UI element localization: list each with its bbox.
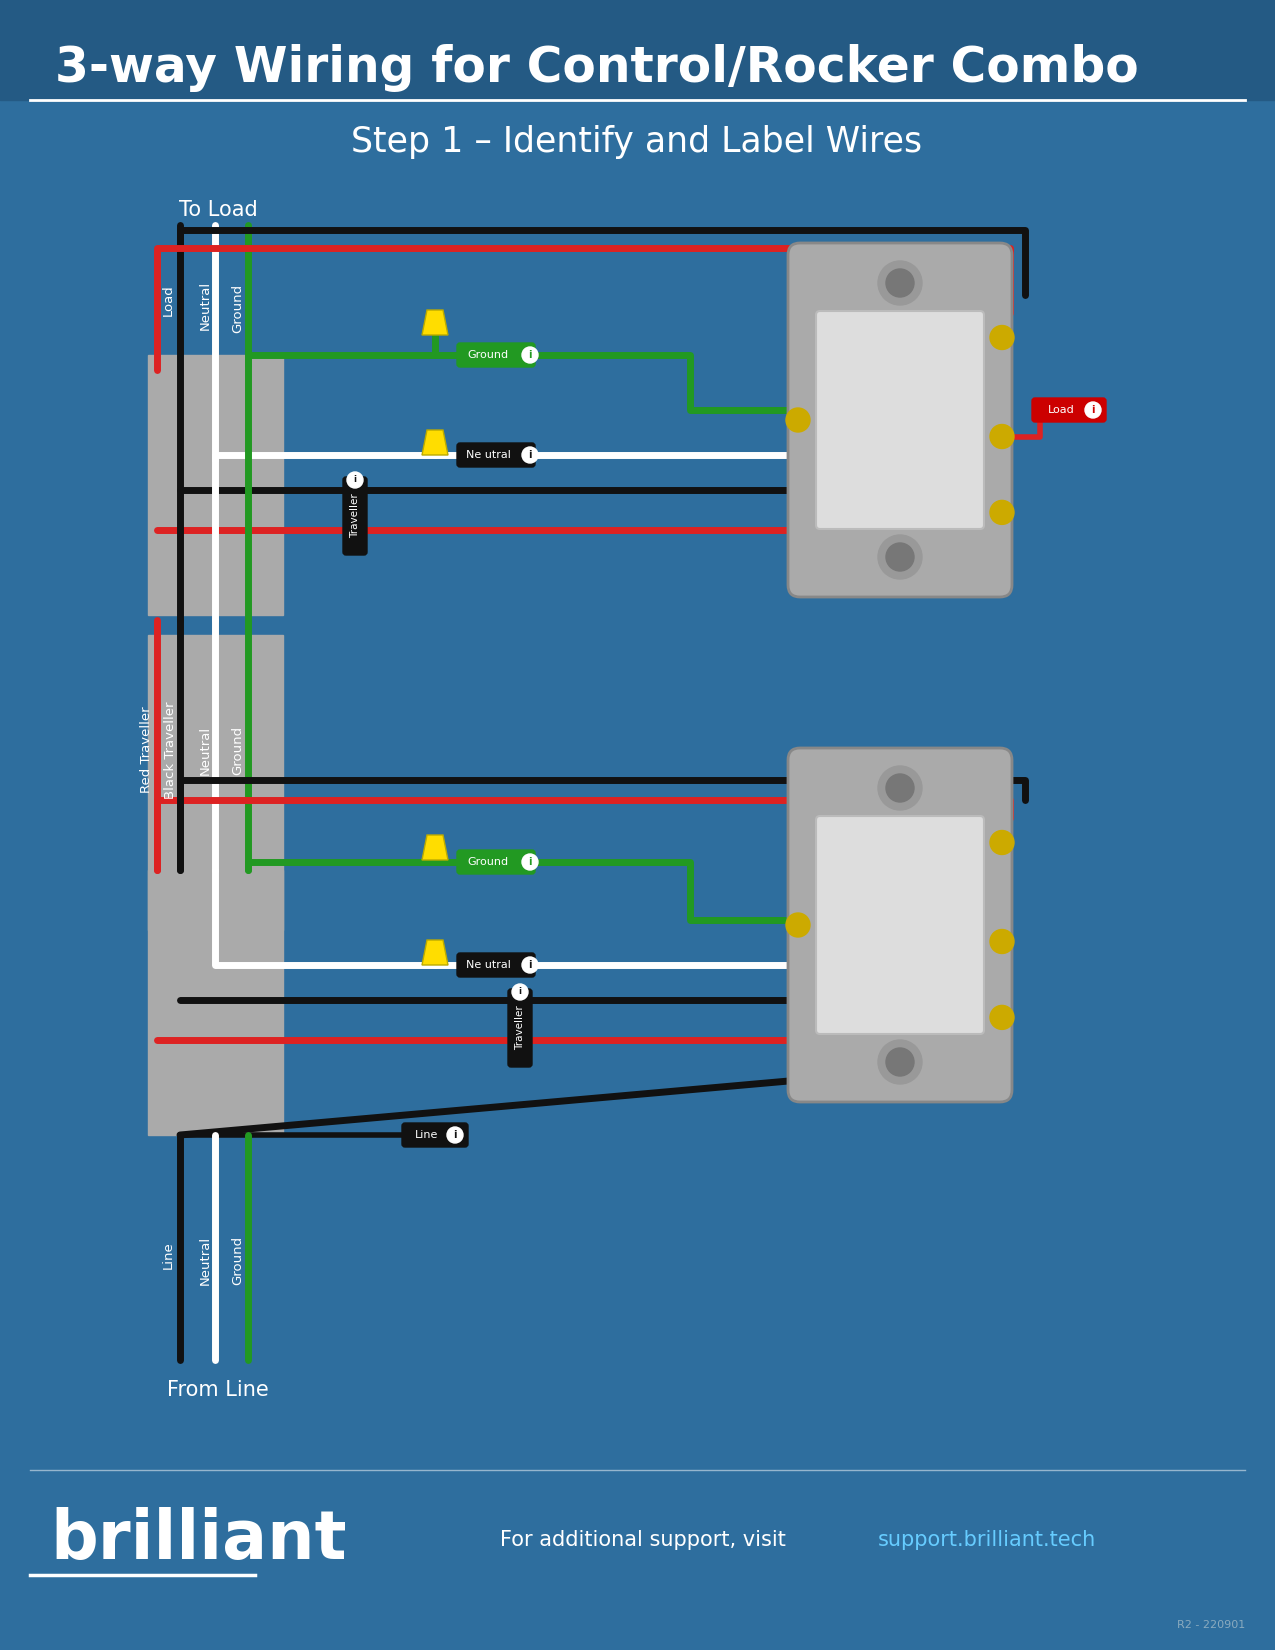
Text: i: i [528, 960, 532, 970]
Circle shape [989, 830, 1014, 855]
Text: i: i [528, 350, 532, 360]
FancyBboxPatch shape [816, 310, 984, 530]
Text: i: i [1091, 404, 1095, 416]
Text: support.brilliant.tech: support.brilliant.tech [878, 1530, 1096, 1549]
Text: Neutral: Neutral [199, 1236, 212, 1285]
Circle shape [989, 500, 1014, 525]
FancyBboxPatch shape [343, 477, 367, 554]
Circle shape [878, 261, 922, 305]
FancyBboxPatch shape [456, 343, 536, 366]
Circle shape [886, 543, 914, 571]
Text: Ground: Ground [232, 284, 245, 333]
Text: Ne utral: Ne utral [465, 960, 510, 970]
Text: Traveller: Traveller [351, 493, 360, 538]
Circle shape [1085, 403, 1102, 417]
Text: For additional support, visit: For additional support, visit [500, 1530, 793, 1549]
Circle shape [521, 855, 538, 870]
FancyBboxPatch shape [507, 988, 532, 1068]
Circle shape [989, 424, 1014, 449]
Circle shape [521, 447, 538, 464]
Bar [148, 870, 283, 1135]
Polygon shape [422, 835, 448, 860]
Text: Load: Load [1048, 404, 1075, 416]
Text: R2 - 220901: R2 - 220901 [1177, 1620, 1244, 1630]
Circle shape [521, 957, 538, 973]
FancyBboxPatch shape [402, 1124, 468, 1147]
Text: Ground: Ground [468, 856, 509, 866]
Text: Step 1 – Identify and Label Wires: Step 1 – Identify and Label Wires [352, 125, 923, 158]
Bar [0, 0, 1275, 101]
Polygon shape [422, 431, 448, 455]
Text: Line: Line [162, 1241, 175, 1269]
Text: i: i [453, 1130, 456, 1140]
FancyBboxPatch shape [456, 850, 536, 874]
FancyBboxPatch shape [788, 243, 1012, 597]
Polygon shape [422, 940, 448, 965]
Circle shape [886, 774, 914, 802]
Text: brilliant: brilliant [50, 1506, 347, 1572]
Text: Ground: Ground [468, 350, 509, 360]
Text: Red Traveller: Red Traveller [140, 706, 153, 794]
Polygon shape [422, 310, 448, 335]
Circle shape [989, 929, 1014, 954]
Text: Load: Load [162, 284, 175, 315]
Text: i: i [528, 450, 532, 460]
FancyBboxPatch shape [456, 442, 536, 467]
Text: Black Traveller: Black Traveller [163, 701, 176, 799]
Circle shape [886, 1048, 914, 1076]
Text: Line: Line [416, 1130, 439, 1140]
Circle shape [513, 983, 528, 1000]
Circle shape [785, 912, 810, 937]
Circle shape [878, 766, 922, 810]
FancyBboxPatch shape [1031, 398, 1105, 422]
Text: Ne utral: Ne utral [465, 450, 510, 460]
Circle shape [347, 472, 363, 488]
Text: Neutral: Neutral [199, 726, 212, 774]
Circle shape [878, 1040, 922, 1084]
Bar [148, 355, 283, 615]
Text: From Line: From Line [167, 1379, 269, 1399]
Circle shape [886, 269, 914, 297]
Text: i: i [528, 856, 532, 866]
Text: i: i [519, 987, 521, 997]
Text: 3-way Wiring for Control/Rocker Combo: 3-way Wiring for Control/Rocker Combo [55, 45, 1139, 92]
Text: Ground: Ground [232, 726, 245, 774]
FancyBboxPatch shape [456, 954, 536, 977]
FancyBboxPatch shape [788, 747, 1012, 1102]
Circle shape [989, 325, 1014, 350]
Text: Neutral: Neutral [199, 280, 212, 330]
Text: Traveller: Traveller [515, 1005, 525, 1051]
Bar [148, 635, 283, 931]
FancyBboxPatch shape [816, 817, 984, 1035]
Circle shape [521, 346, 538, 363]
Circle shape [878, 535, 922, 579]
Text: To Load: To Load [179, 200, 258, 219]
Circle shape [448, 1127, 463, 1143]
Text: i: i [353, 475, 357, 485]
Circle shape [785, 408, 810, 432]
Circle shape [989, 1005, 1014, 1030]
Text: Ground: Ground [232, 1236, 245, 1285]
